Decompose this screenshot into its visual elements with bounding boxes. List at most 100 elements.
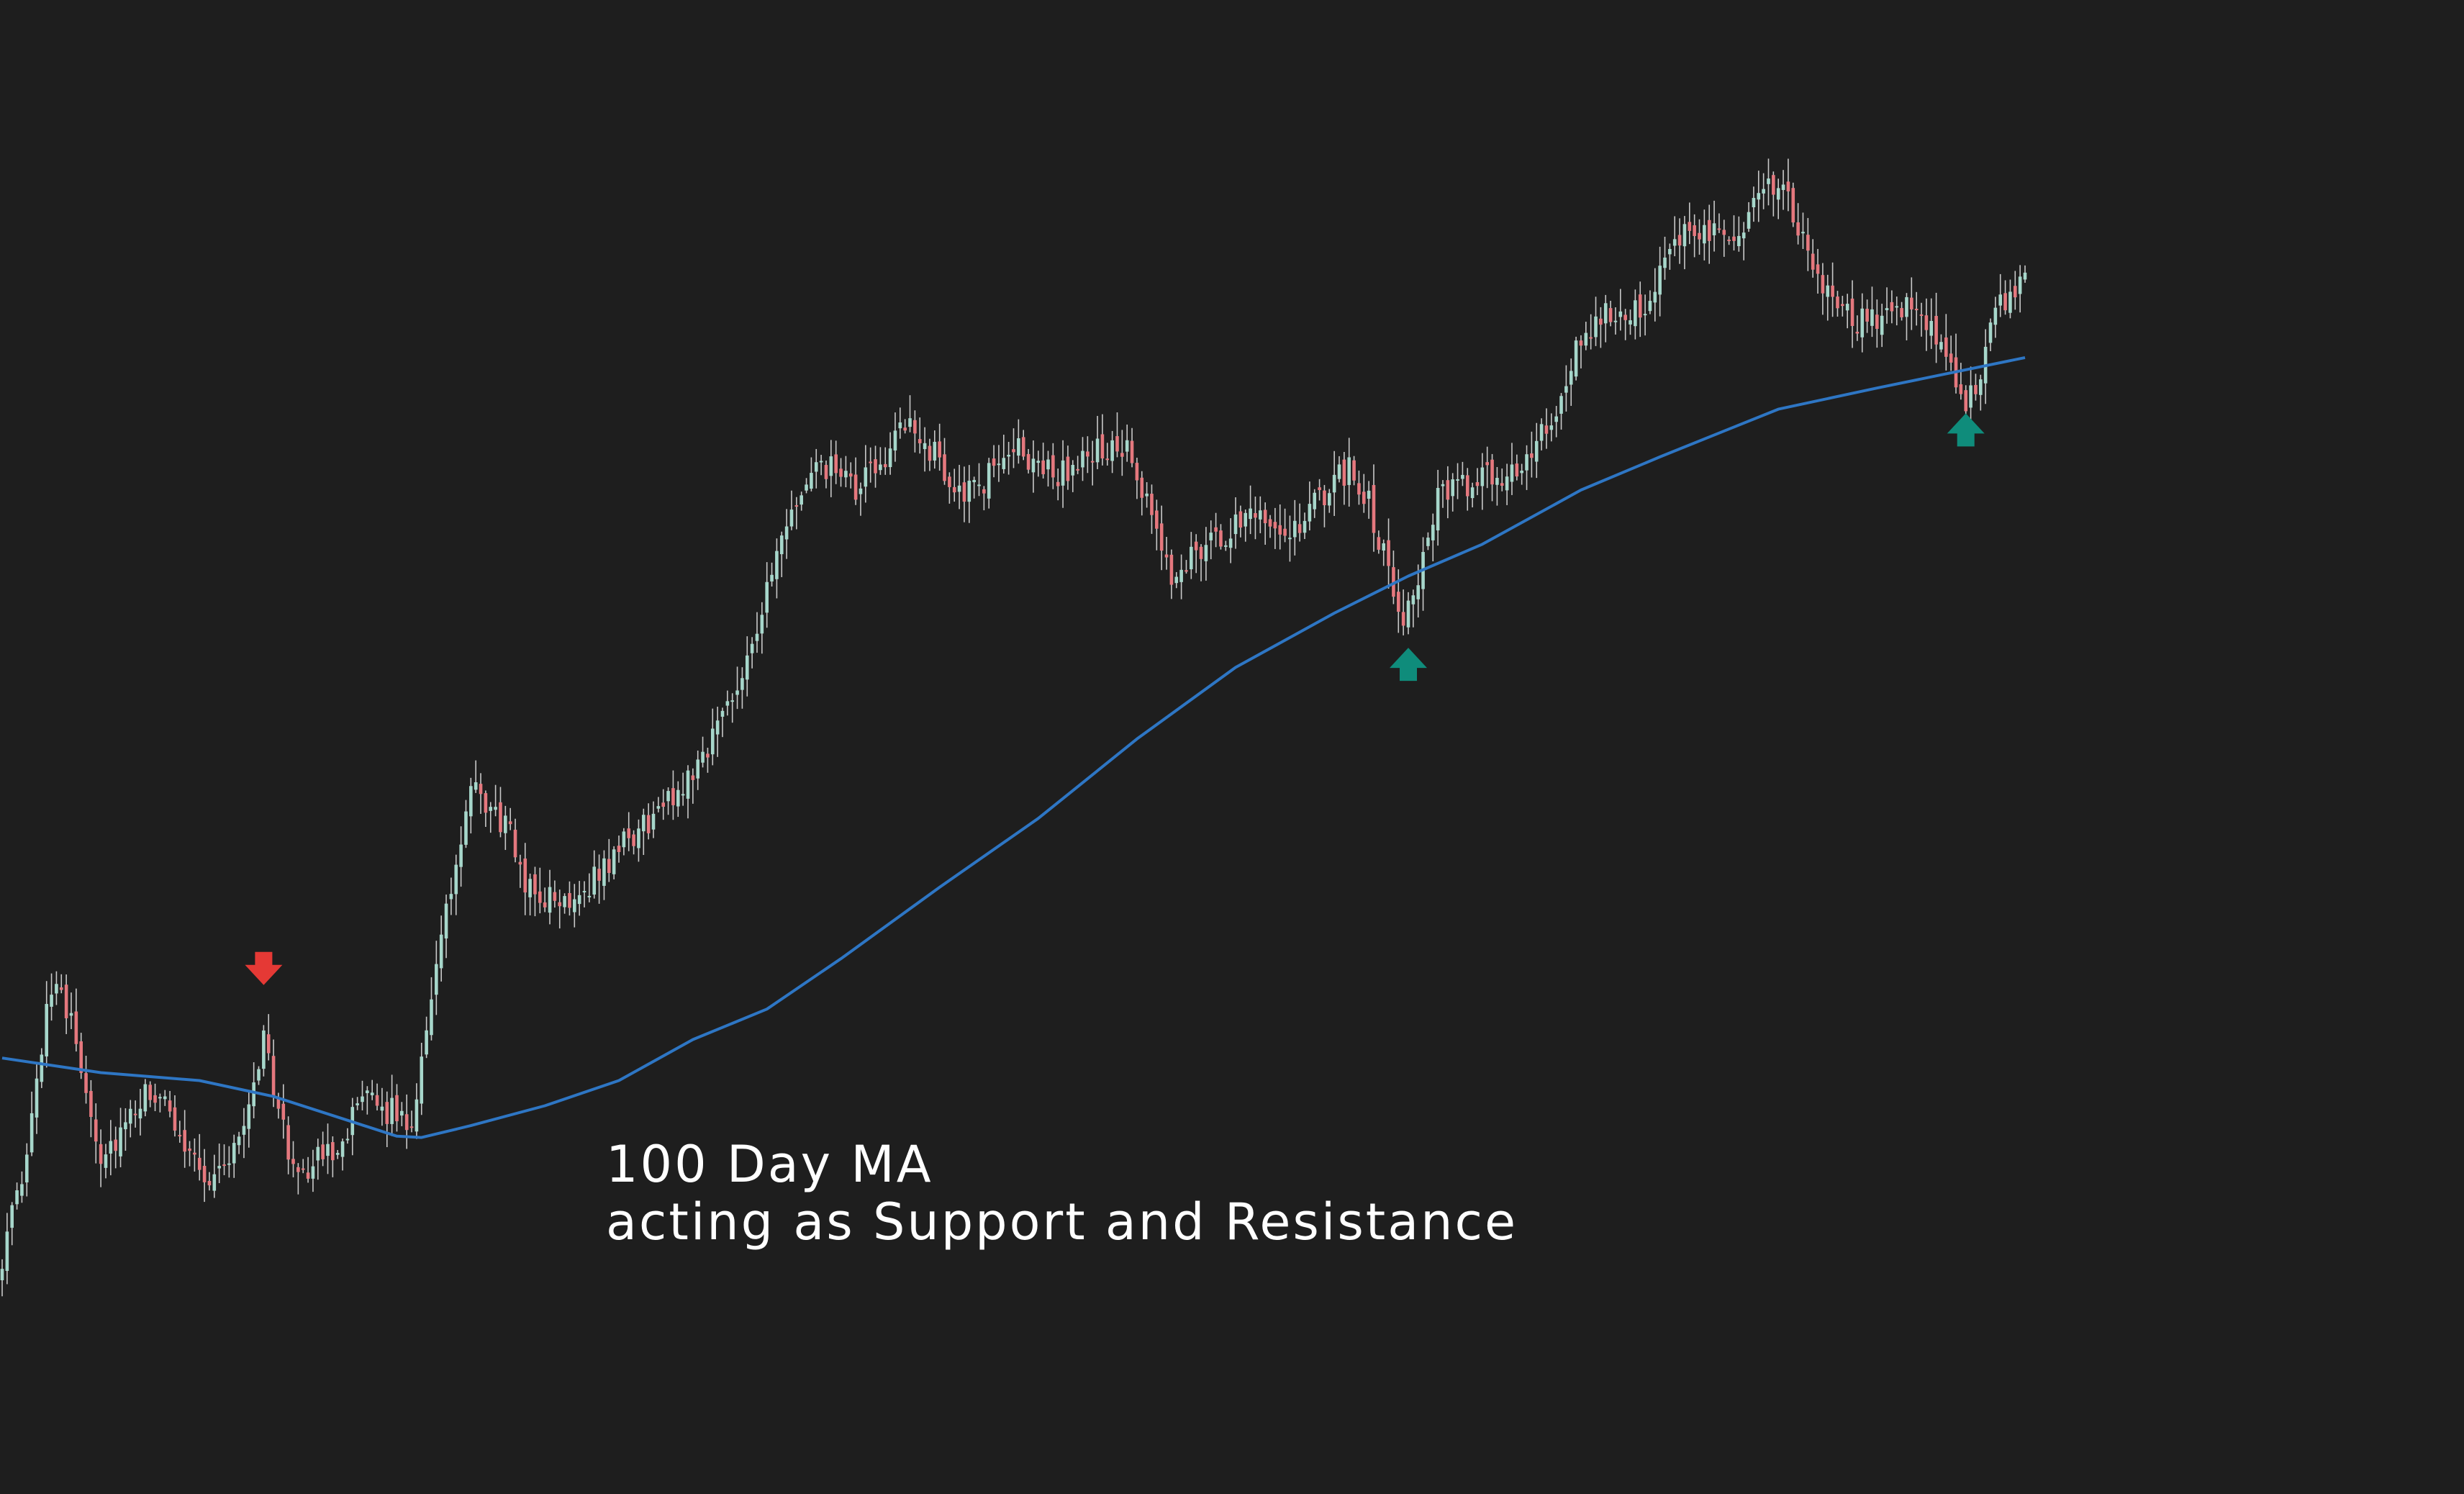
candle-body-up: [1618, 311, 1623, 317]
candle: [183, 1110, 186, 1168]
candle-body-up: [430, 999, 433, 1036]
candle: [1791, 182, 1795, 227]
candle: [573, 884, 576, 928]
candle-body-up: [1668, 248, 1672, 255]
candle-body-up: [237, 1136, 241, 1146]
candle-body-down: [1021, 437, 1025, 457]
candle-body-up: [1747, 212, 1751, 229]
candle: [898, 407, 902, 439]
candle: [1969, 366, 1972, 422]
candle-body-up: [1584, 332, 1588, 346]
candle: [1599, 307, 1603, 348]
candle-body-up: [1036, 461, 1041, 463]
candle-body-up: [415, 1099, 419, 1132]
candle: [632, 830, 635, 855]
candle-body-up: [740, 678, 744, 690]
candle-body-up: [1046, 459, 1050, 470]
candle-body-down: [1120, 453, 1124, 457]
candle-body-up: [1703, 225, 1706, 244]
candle: [1747, 202, 1751, 232]
candle-body-up: [24, 1154, 29, 1183]
candle-body-down: [153, 1095, 157, 1103]
candle: [1693, 214, 1696, 258]
candle: [1480, 453, 1485, 510]
candle-body-up: [311, 1166, 315, 1179]
candle: [518, 854, 522, 888]
candle: [1826, 274, 1830, 321]
candle-body-down: [331, 1142, 335, 1161]
candle: [55, 971, 58, 1005]
candle: [415, 1083, 419, 1139]
candle: [2003, 280, 2007, 315]
candle-body-up: [750, 643, 754, 653]
candle: [1845, 294, 1849, 329]
candle: [425, 1016, 428, 1059]
candle-body-up: [1249, 508, 1252, 520]
candle-body-up: [494, 807, 497, 810]
candle-body-down: [1465, 475, 1469, 497]
candle-body-down: [1732, 236, 1736, 241]
candle-body-down: [276, 1097, 281, 1109]
candle-body-down: [1910, 297, 1913, 309]
candle: [35, 1063, 39, 1134]
candle: [1757, 171, 1761, 222]
candle: [153, 1083, 157, 1112]
candle: [1554, 406, 1558, 438]
candle-body-up: [1757, 193, 1761, 200]
candle-body-up: [715, 720, 720, 735]
candle-body-up: [1110, 440, 1114, 461]
candle-body-down: [918, 439, 922, 443]
candle: [345, 1128, 350, 1144]
candle: [1041, 443, 1045, 479]
candle-body-down: [834, 454, 838, 474]
candle-body-down: [1362, 492, 1366, 504]
candle: [607, 838, 611, 882]
candle-body-down: [1836, 296, 1839, 309]
candle-body-up: [355, 1103, 359, 1105]
candle-body-down: [1401, 612, 1405, 626]
candle: [212, 1154, 217, 1198]
candle: [943, 438, 946, 485]
candle-body-up: [977, 484, 981, 486]
candle: [1401, 589, 1405, 635]
candle: [1185, 560, 1188, 574]
candle: [1914, 291, 1919, 326]
candle: [469, 777, 473, 834]
candle: [1944, 314, 1948, 371]
candle-body-down: [874, 459, 877, 474]
candle: [1515, 454, 1519, 481]
candle-body-down: [404, 1114, 409, 1131]
candle: [1741, 222, 1746, 261]
candle-body-up: [933, 441, 937, 461]
candle: [750, 637, 754, 669]
candle: [1268, 515, 1272, 538]
candle: [119, 1108, 122, 1168]
candle: [765, 562, 769, 628]
candle: [1737, 216, 1741, 252]
candle: [1978, 374, 1983, 411]
candle-body-up: [814, 462, 818, 472]
candle-body-down: [499, 802, 502, 833]
candle-body-down: [1066, 456, 1070, 481]
candle-body-up: [1233, 514, 1238, 535]
candle: [1115, 412, 1119, 458]
candle: [1510, 443, 1514, 495]
candle: [805, 478, 808, 494]
candle-body-down: [1268, 519, 1272, 527]
candle: [247, 1090, 251, 1148]
candle-body-down: [202, 1166, 207, 1182]
candle: [390, 1074, 394, 1136]
moving-average-layer: [1, 356, 2026, 1139]
candle-body-down: [99, 1144, 103, 1164]
candle-body-down: [2003, 293, 2007, 311]
candle: [350, 1097, 355, 1156]
candle: [1051, 443, 1055, 489]
candle: [1135, 458, 1139, 499]
candle: [1224, 540, 1228, 551]
candle: [1688, 202, 1692, 245]
candle-body-up: [138, 1108, 142, 1119]
candle: [1017, 419, 1020, 464]
candle: [869, 447, 872, 483]
candle: [1377, 530, 1381, 554]
candle-body-down: [1821, 275, 1825, 294]
